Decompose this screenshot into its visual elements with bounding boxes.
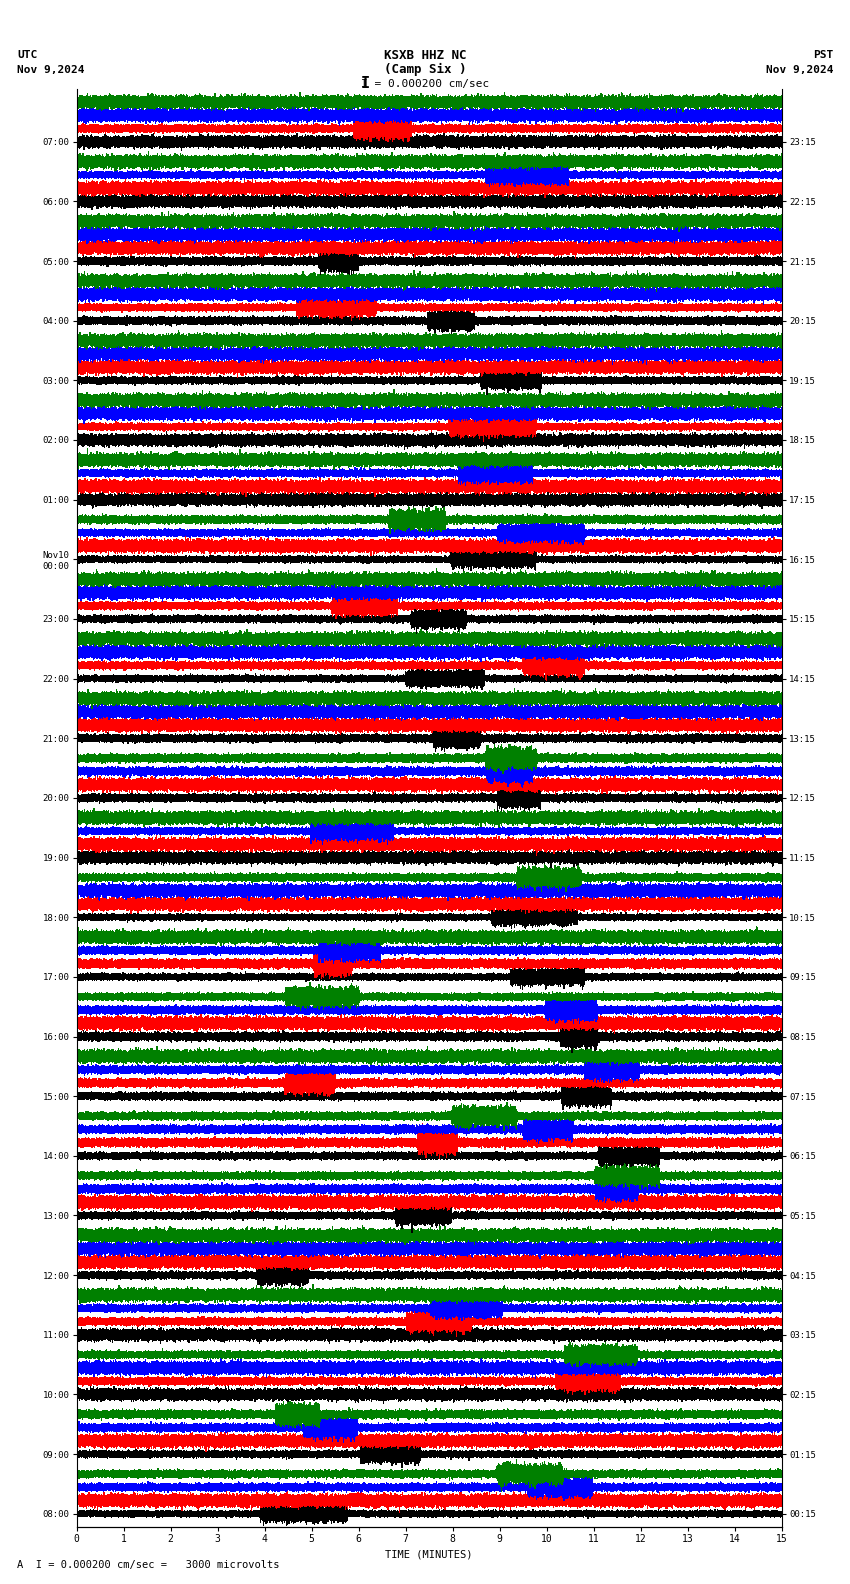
- Text: UTC: UTC: [17, 51, 37, 60]
- Text: KSXB HHZ NC: KSXB HHZ NC: [383, 49, 467, 62]
- X-axis label: TIME (MINUTES): TIME (MINUTES): [386, 1549, 473, 1560]
- Text: Nov 9,2024: Nov 9,2024: [17, 65, 84, 74]
- Text: Nov 9,2024: Nov 9,2024: [766, 65, 833, 74]
- Text: I = 0.000200 cm/sec: I = 0.000200 cm/sec: [361, 79, 489, 89]
- Text: I: I: [361, 76, 370, 92]
- Text: (Camp Six ): (Camp Six ): [383, 63, 467, 76]
- Text: A  I = 0.000200 cm/sec =   3000 microvolts: A I = 0.000200 cm/sec = 3000 microvolts: [17, 1560, 280, 1570]
- Text: PST: PST: [813, 51, 833, 60]
